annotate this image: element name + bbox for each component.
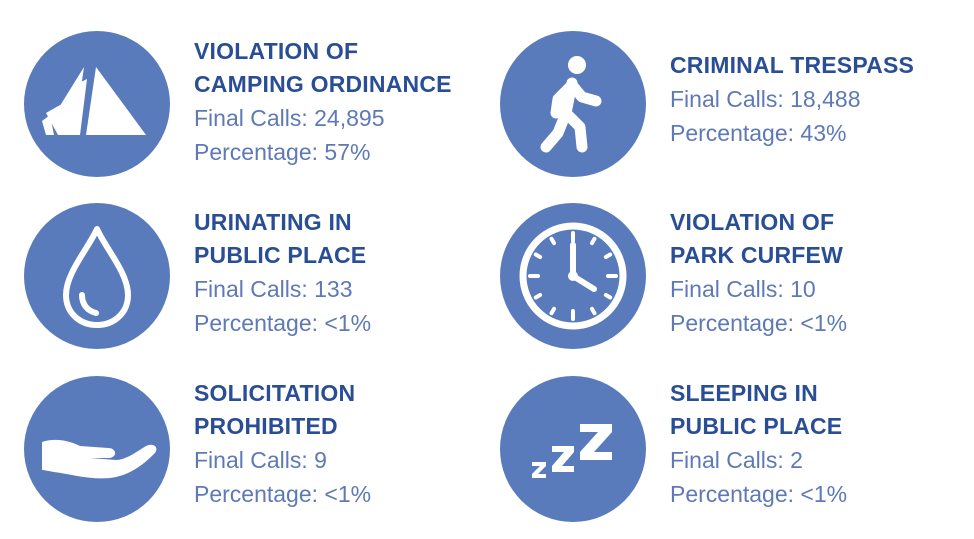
percentage: Percentage: <1% — [194, 310, 372, 336]
title-line: PUBLIC PLACE — [194, 242, 367, 268]
item-text: SOLICITATION PROHIBITED Final Calls: 9 P… — [194, 377, 494, 511]
item-text: VIOLATION OF PARK CURFEW Final Calls: 10… — [670, 206, 970, 340]
icon-circle — [500, 203, 646, 349]
title-line: CAMPING ORDINANCE — [194, 71, 452, 97]
percentage: Percentage: 57% — [194, 139, 371, 165]
icon-circle — [24, 31, 170, 177]
water-drop-icon — [63, 226, 131, 328]
title-line: VIOLATION OF — [194, 38, 359, 64]
final-calls: Final Calls: 18,488 — [670, 86, 861, 112]
percentage: Percentage: <1% — [670, 481, 848, 507]
item-text: CRIMINAL TRESPASS Final Calls: 18,488 Pe… — [670, 49, 970, 150]
icon-circle — [24, 203, 170, 349]
title-line: PARK CURFEW — [670, 242, 843, 268]
item-title: VIOLATION OF CAMPING ORDINANCE — [194, 35, 494, 101]
icon-circle — [24, 376, 170, 522]
item-text: VIOLATION OF CAMPING ORDINANCE Final Cal… — [194, 35, 494, 169]
clock-icon — [519, 222, 627, 330]
icon-circle — [500, 31, 646, 177]
title-line: PROHIBITED — [194, 413, 338, 439]
tent-icon — [42, 67, 146, 135]
item-sleeping-public: SLEEPING IN PUBLIC PLACE Final Calls: 2 … — [500, 376, 974, 526]
final-calls: Final Calls: 9 — [194, 447, 327, 473]
final-calls: Final Calls: 2 — [670, 447, 803, 473]
title-line: PUBLIC PLACE — [670, 413, 843, 439]
item-title: SOLICITATION PROHIBITED — [194, 377, 494, 443]
title-line: VIOLATION OF — [670, 209, 835, 235]
final-calls: Final Calls: 133 — [194, 276, 353, 302]
item-title: URINATING IN PUBLIC PLACE — [194, 206, 494, 272]
percentage: Percentage: 43% — [670, 120, 847, 146]
walking-person-icon — [540, 56, 602, 153]
item-title: SLEEPING IN PUBLIC PLACE — [670, 377, 970, 443]
item-text: SLEEPING IN PUBLIC PLACE Final Calls: 2 … — [670, 377, 970, 511]
item-criminal-trespass: CRIMINAL TRESPASS Final Calls: 18,488 Pe… — [500, 31, 974, 181]
item-title: VIOLATION OF PARK CURFEW — [670, 206, 970, 272]
item-urinating-public: URINATING IN PUBLIC PLACE Final Calls: 1… — [24, 203, 504, 353]
final-calls: Final Calls: 24,895 — [194, 105, 385, 131]
icon-circle — [500, 376, 646, 522]
item-park-curfew: VIOLATION OF PARK CURFEW Final Calls: 10… — [500, 203, 974, 353]
title-line: CRIMINAL TRESPASS — [670, 52, 915, 78]
title-line: URINATING IN — [194, 209, 352, 235]
percentage: Percentage: <1% — [670, 310, 848, 336]
item-solicitation-prohibited: SOLICITATION PROHIBITED Final Calls: 9 P… — [24, 376, 504, 526]
title-line: SOLICITATION — [194, 380, 356, 406]
item-title: CRIMINAL TRESPASS — [670, 49, 970, 82]
title-line: SLEEPING IN — [670, 380, 818, 406]
final-calls: Final Calls: 10 — [670, 276, 816, 302]
open-hand-icon — [42, 439, 157, 479]
item-text: URINATING IN PUBLIC PLACE Final Calls: 1… — [194, 206, 494, 340]
sleep-zzz-icon — [532, 424, 612, 478]
percentage: Percentage: <1% — [194, 481, 372, 507]
item-camping-ordinance: VIOLATION OF CAMPING ORDINANCE Final Cal… — [24, 31, 504, 181]
